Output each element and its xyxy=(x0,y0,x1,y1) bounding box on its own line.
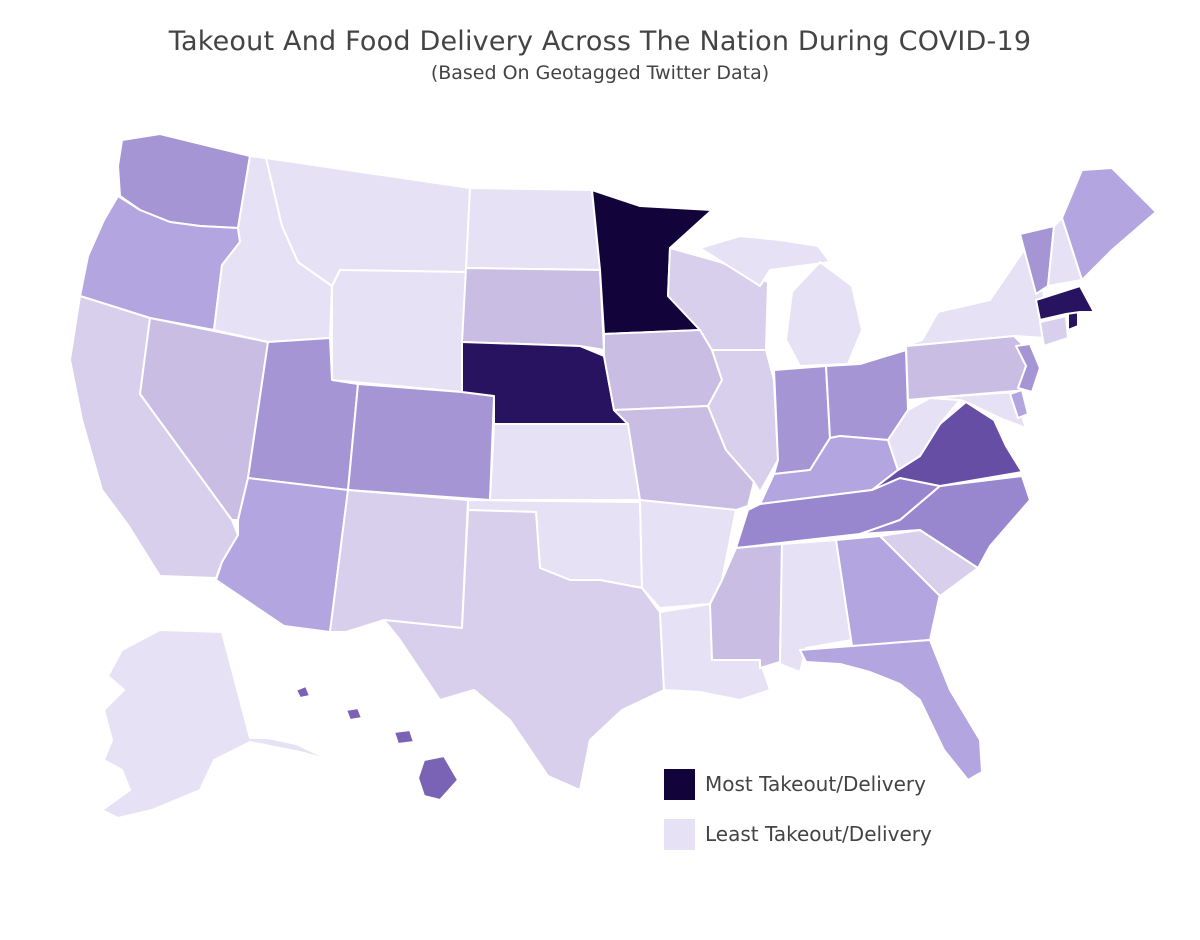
state-sd[interactable] xyxy=(461,267,605,351)
state-tx[interactable] xyxy=(383,509,665,791)
legend-item-least: Least Takeout/Delivery xyxy=(664,818,932,850)
map-title: Takeout And Food Delivery Across The Nat… xyxy=(168,26,1032,57)
state-ks[interactable] xyxy=(489,423,641,501)
state-pa[interactable] xyxy=(905,335,1035,401)
state-wv[interactable] xyxy=(887,397,961,471)
state-ny[interactable] xyxy=(905,249,1047,347)
state-ct[interactable] xyxy=(1039,315,1069,347)
legend-label-least: Least Takeout/Delivery xyxy=(705,822,932,846)
legend-item-most: Most Takeout/Delivery xyxy=(664,768,932,800)
state-ma[interactable] xyxy=(1035,285,1095,321)
state-nj[interactable] xyxy=(1015,343,1041,393)
state-co[interactable] xyxy=(347,383,495,501)
state-nd[interactable] xyxy=(465,187,601,271)
state-wy[interactable] xyxy=(331,269,467,393)
state-hi[interactable] xyxy=(295,685,459,801)
state-il[interactable] xyxy=(707,349,779,493)
state-fl[interactable] xyxy=(799,639,983,781)
state-nm[interactable] xyxy=(329,489,469,633)
legend-label-most: Most Takeout/Delivery xyxy=(705,772,926,796)
state-ak[interactable] xyxy=(101,629,331,819)
legend-swatch-least xyxy=(664,818,695,850)
map-legend: Most Takeout/Delivery Least Takeout/Deli… xyxy=(664,768,932,868)
state-de[interactable] xyxy=(1009,389,1029,419)
legend-swatch-most xyxy=(664,768,695,800)
state-ga[interactable] xyxy=(835,535,941,647)
state-mi[interactable] xyxy=(699,235,863,367)
map-subtitle: (Based On Geotagged Twitter Data) xyxy=(430,62,770,84)
state-me[interactable] xyxy=(1061,167,1157,281)
state-ia[interactable] xyxy=(603,329,723,411)
state-nc[interactable] xyxy=(859,475,1031,569)
